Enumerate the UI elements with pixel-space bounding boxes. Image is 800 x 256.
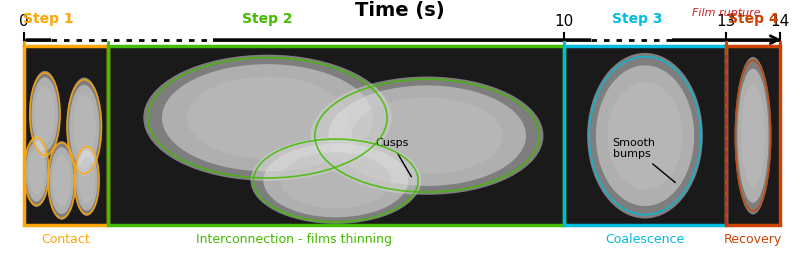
Ellipse shape: [53, 155, 71, 206]
Text: 0: 0: [19, 14, 29, 29]
Ellipse shape: [30, 71, 61, 157]
Ellipse shape: [310, 77, 543, 195]
Ellipse shape: [26, 141, 47, 202]
Ellipse shape: [607, 82, 682, 189]
Ellipse shape: [186, 77, 348, 159]
Ellipse shape: [162, 64, 373, 171]
Ellipse shape: [78, 157, 95, 204]
Ellipse shape: [280, 152, 391, 209]
Text: Film rupture: Film rupture: [692, 8, 760, 18]
FancyBboxPatch shape: [108, 46, 564, 225]
FancyBboxPatch shape: [726, 46, 780, 225]
Ellipse shape: [328, 86, 526, 186]
Ellipse shape: [34, 86, 55, 142]
Ellipse shape: [587, 53, 703, 218]
Ellipse shape: [596, 65, 694, 206]
Ellipse shape: [263, 144, 408, 217]
Text: Smooth
bumps: Smooth bumps: [613, 138, 675, 183]
Ellipse shape: [250, 137, 421, 224]
Text: Step 3: Step 3: [612, 12, 662, 26]
Ellipse shape: [69, 85, 99, 169]
Ellipse shape: [24, 136, 50, 207]
Text: Interconnection - films thinning: Interconnection - films thinning: [196, 233, 392, 246]
Ellipse shape: [738, 69, 769, 203]
Ellipse shape: [143, 55, 391, 181]
Text: Cusps: Cusps: [375, 138, 411, 177]
Ellipse shape: [741, 84, 765, 187]
Text: 10: 10: [554, 14, 574, 29]
Text: Step 1: Step 1: [23, 12, 74, 26]
Text: Step 2: Step 2: [242, 12, 292, 26]
Ellipse shape: [73, 95, 96, 159]
Text: Recovery: Recovery: [724, 233, 782, 246]
Ellipse shape: [50, 147, 74, 214]
Ellipse shape: [47, 141, 76, 220]
Text: Contact: Contact: [42, 233, 90, 246]
Text: 13: 13: [716, 14, 736, 29]
Text: Step 4: Step 4: [728, 12, 778, 26]
Text: Coalescence: Coalescence: [606, 233, 685, 246]
Text: 14: 14: [770, 14, 790, 29]
Ellipse shape: [32, 77, 58, 151]
FancyBboxPatch shape: [24, 46, 108, 225]
Ellipse shape: [76, 150, 98, 211]
Text: Time (s): Time (s): [355, 1, 445, 20]
FancyBboxPatch shape: [564, 46, 726, 225]
Ellipse shape: [351, 97, 502, 174]
Ellipse shape: [74, 145, 99, 216]
Ellipse shape: [66, 77, 102, 176]
Ellipse shape: [734, 57, 771, 215]
Ellipse shape: [28, 148, 45, 195]
